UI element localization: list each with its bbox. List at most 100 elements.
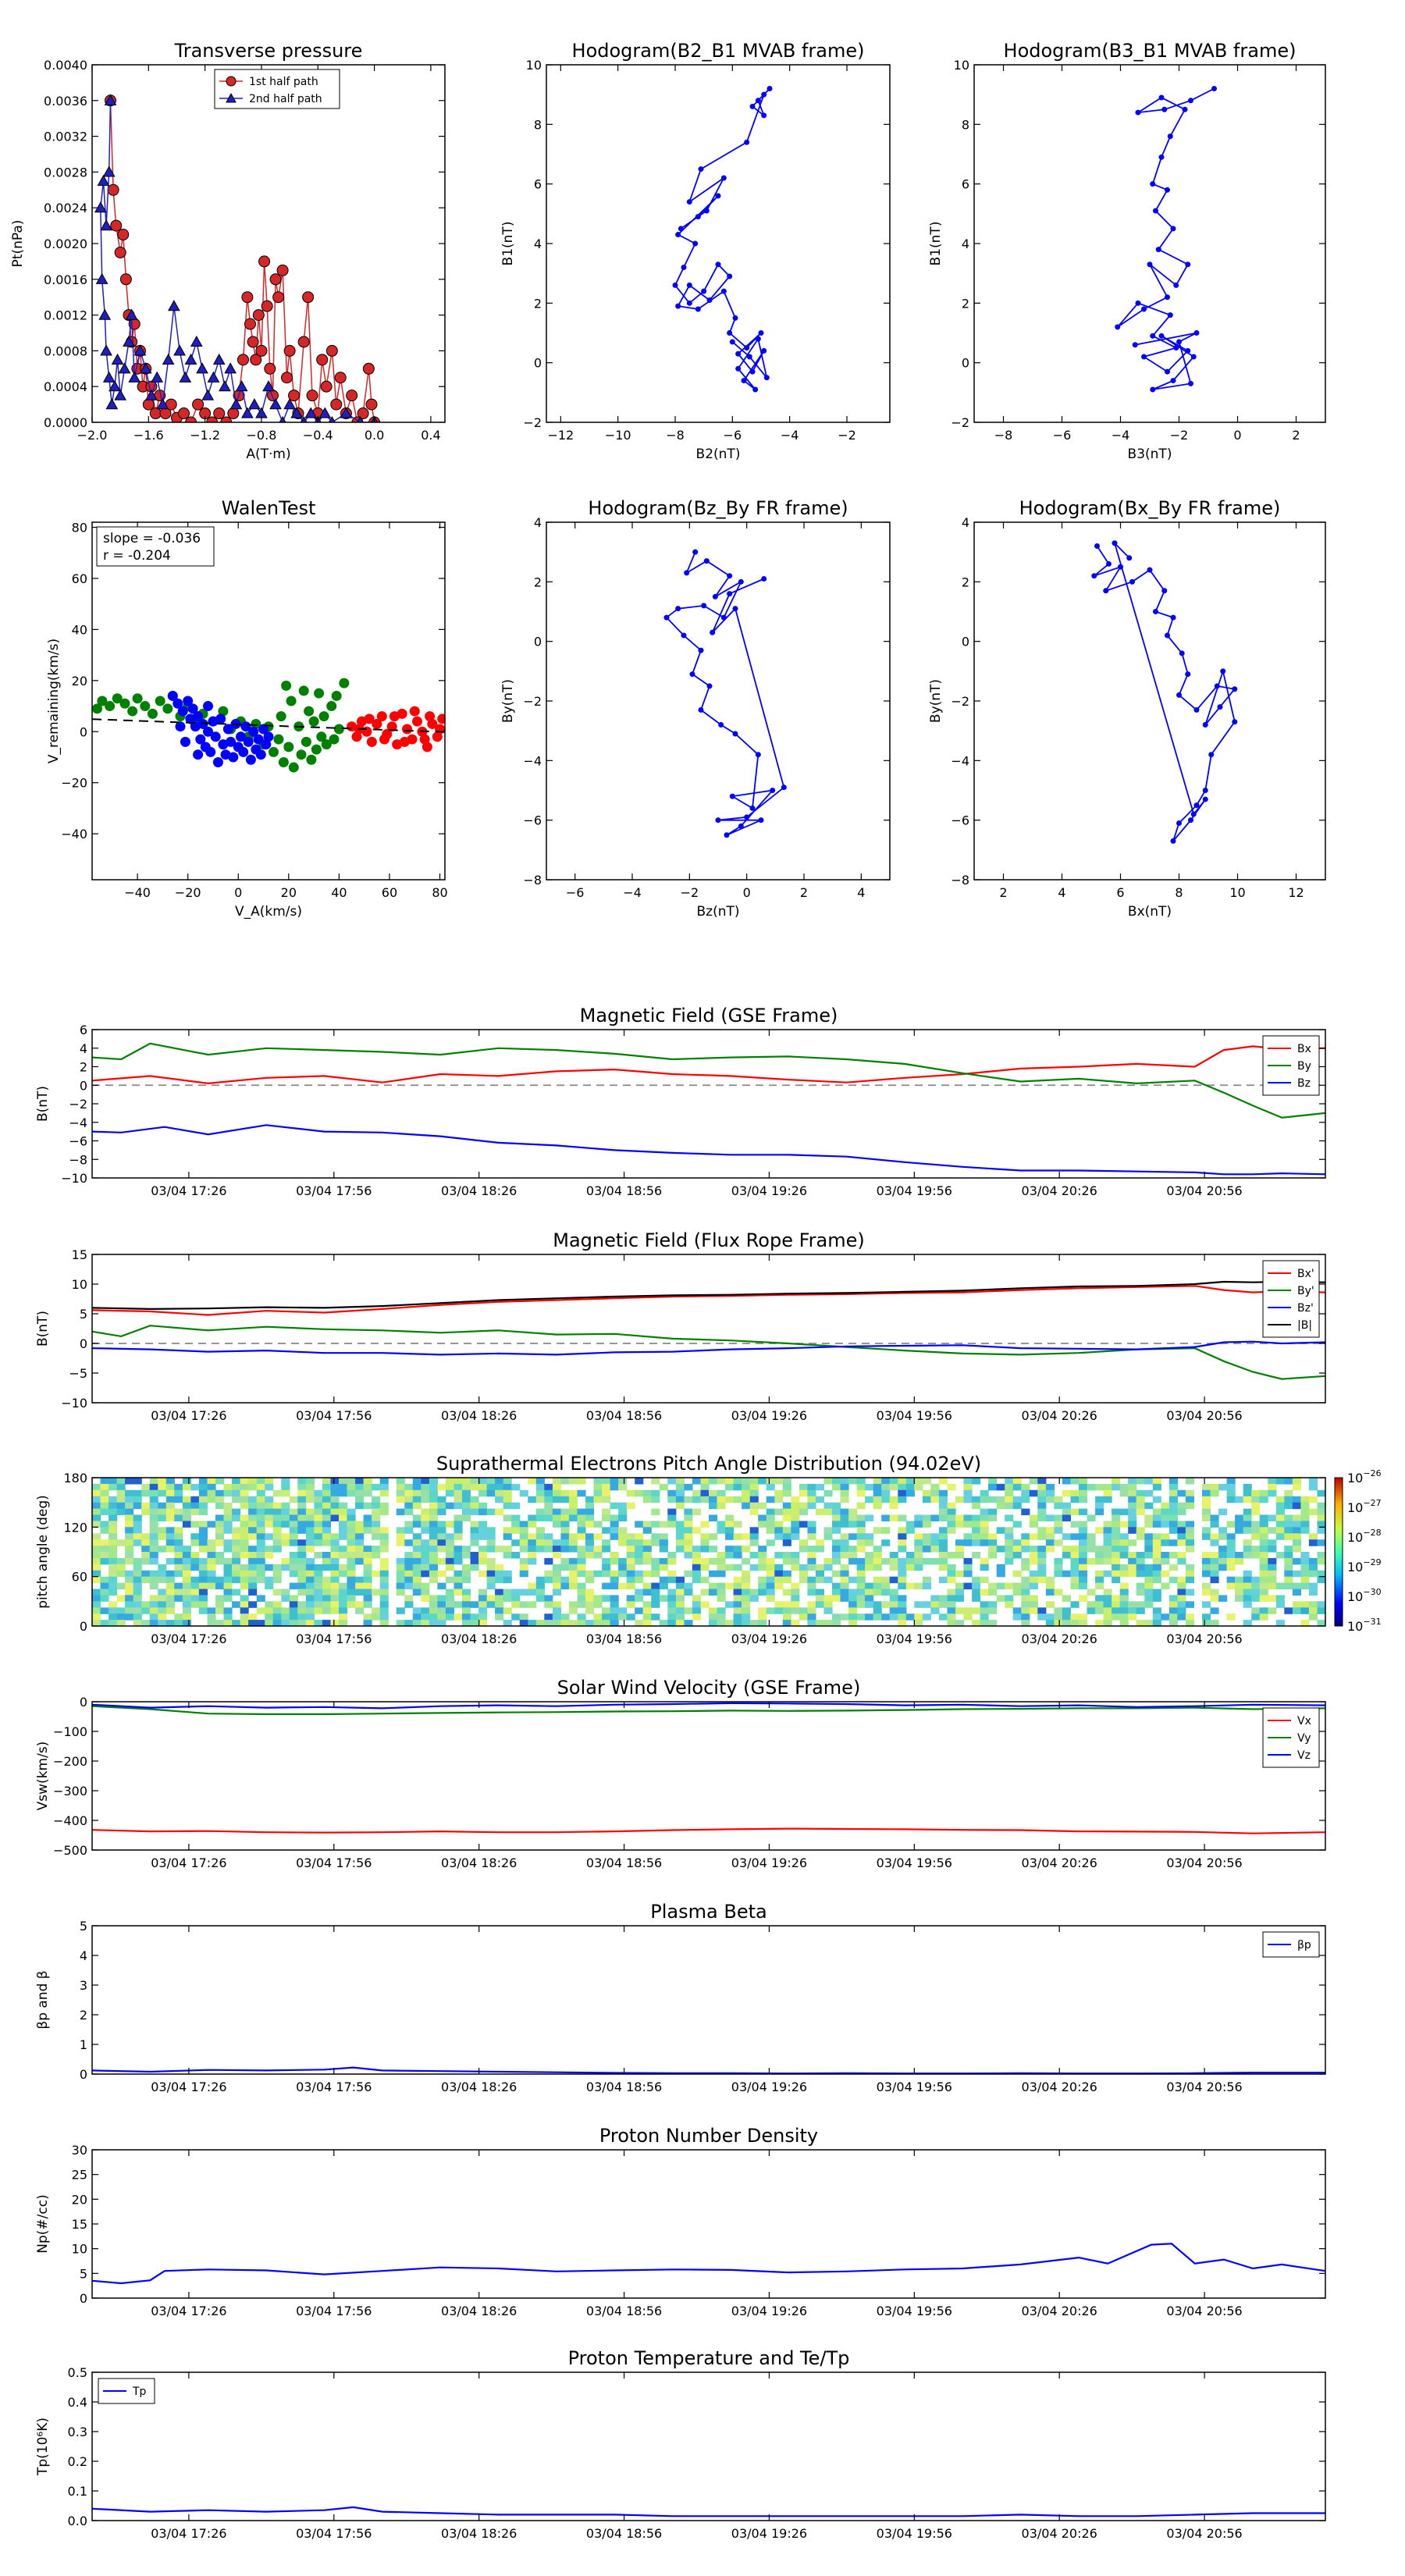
heatmap-cell <box>1037 1496 1047 1503</box>
heatmap-cell <box>1136 1527 1145 1534</box>
heatmap-cell <box>272 1489 282 1497</box>
heatmap-cell <box>454 1582 463 1590</box>
heatmap-cell <box>585 1539 595 1546</box>
data-point <box>1220 668 1226 674</box>
heatmap-cell <box>799 1508 808 1516</box>
heatmap-cell <box>815 1620 824 1626</box>
series-line-0 <box>92 1827 1325 1834</box>
heatmap-cell <box>133 1489 142 1497</box>
heatmap-cell <box>1152 1496 1161 1503</box>
data-point <box>703 208 710 214</box>
heatmap-cell <box>528 1589 537 1596</box>
heatmap-cell <box>412 1570 422 1578</box>
heatmap-cell <box>165 1533 175 1540</box>
data-point <box>1202 788 1208 793</box>
heatmap-cell <box>182 1607 191 1614</box>
heatmap-cell <box>207 1582 216 1590</box>
data-point <box>1118 564 1123 570</box>
heatmap-cell <box>528 1582 537 1590</box>
heatmap-cell <box>832 1521 841 1528</box>
y-tick-label: 2 <box>962 296 969 311</box>
heatmap-cell <box>881 1614 891 1621</box>
heatmap-cell <box>355 1478 365 1485</box>
data-point <box>1176 820 1182 826</box>
heatmap-cell <box>511 1601 521 1608</box>
x-tick-label: 40 <box>331 885 347 900</box>
heatmap-cell <box>1300 1508 1310 1516</box>
x-tick-label: −6 <box>724 428 742 443</box>
heatmap-cell <box>223 1546 233 1553</box>
heatmap-cell <box>1062 1533 1071 1540</box>
heatmap-cell <box>610 1502 619 1510</box>
heatmap-cell <box>462 1496 471 1503</box>
heatmap-cell <box>256 1502 265 1510</box>
heatmap-cell <box>379 1576 389 1584</box>
heatmap-cell <box>1005 1489 1014 1497</box>
heatmap-cell <box>108 1521 118 1528</box>
x-tick-label: 4 <box>1058 885 1065 900</box>
y-tick-label: −6 <box>951 813 969 828</box>
heatmap-cell <box>651 1614 660 1621</box>
heatmap-cell <box>856 1502 866 1510</box>
heatmap-cell <box>988 1539 998 1546</box>
heatmap-cell <box>585 1570 595 1578</box>
heatmap-cell <box>799 1539 808 1546</box>
heatmap-cell <box>1079 1489 1088 1497</box>
heatmap-cell <box>486 1527 496 1534</box>
heatmap-cell <box>626 1502 635 1510</box>
data-point <box>1165 368 1170 375</box>
heatmap-cell <box>305 1557 315 1565</box>
heatmap-cell <box>717 1527 726 1534</box>
plot-frame <box>91 1925 1326 2075</box>
y-tick-label: −4 <box>951 753 969 768</box>
heatmap-cell <box>626 1489 635 1497</box>
heatmap-cell <box>865 1582 874 1590</box>
heatmap-cell <box>92 1521 101 1528</box>
heatmap-cell <box>404 1496 414 1503</box>
heatmap-cell <box>1144 1533 1154 1540</box>
data-point <box>306 754 317 765</box>
heatmap-cell <box>215 1533 225 1540</box>
heatmap-cell <box>1259 1589 1268 1596</box>
data-point <box>175 721 186 732</box>
heatmap-cell <box>355 1576 365 1584</box>
heatmap-cell <box>807 1496 816 1503</box>
heatmap-cell <box>848 1620 858 1626</box>
heatmap-cell <box>568 1607 578 1614</box>
heatmap-cell <box>116 1496 126 1503</box>
heatmap-cell <box>709 1582 718 1590</box>
heatmap-cell <box>1251 1521 1261 1528</box>
heatmap-cell <box>133 1564 142 1571</box>
heatmap-cell <box>642 1489 652 1497</box>
colorbar-exponent: −26 <box>1363 1468 1381 1478</box>
heatmap-cell <box>1210 1595 1219 1602</box>
heatmap-cell <box>215 1527 225 1534</box>
heatmap-cell <box>198 1564 208 1571</box>
heatmap-cell <box>922 1582 931 1590</box>
data-point <box>222 724 233 735</box>
heatmap-cell <box>421 1552 430 1559</box>
heatmap-cell <box>198 1576 208 1584</box>
heatmap-cell <box>635 1589 644 1596</box>
heatmap-cell <box>125 1514 134 1521</box>
y-tick-label: 3 <box>80 1978 87 1993</box>
data-point <box>201 389 215 400</box>
heatmap-cell <box>1119 1552 1129 1559</box>
heatmap-cell <box>1005 1539 1014 1546</box>
heatmap-cell <box>215 1478 225 1485</box>
heatmap-cell <box>1128 1552 1137 1559</box>
heatmap-cell <box>782 1552 791 1559</box>
heatmap-cell <box>272 1607 282 1614</box>
heatmap-cell <box>1235 1552 1244 1559</box>
heatmap-cell <box>1152 1478 1161 1485</box>
heatmap-cell <box>684 1582 693 1590</box>
heatmap-cell <box>158 1546 167 1553</box>
heatmap-cell <box>955 1496 965 1503</box>
heatmap-cell <box>158 1508 167 1516</box>
data-point <box>738 578 744 585</box>
heatmap-cell <box>947 1564 956 1571</box>
x-tick-label: −20 <box>175 885 201 900</box>
heatmap-cell <box>248 1483 258 1491</box>
heatmap-cell <box>1202 1502 1211 1510</box>
